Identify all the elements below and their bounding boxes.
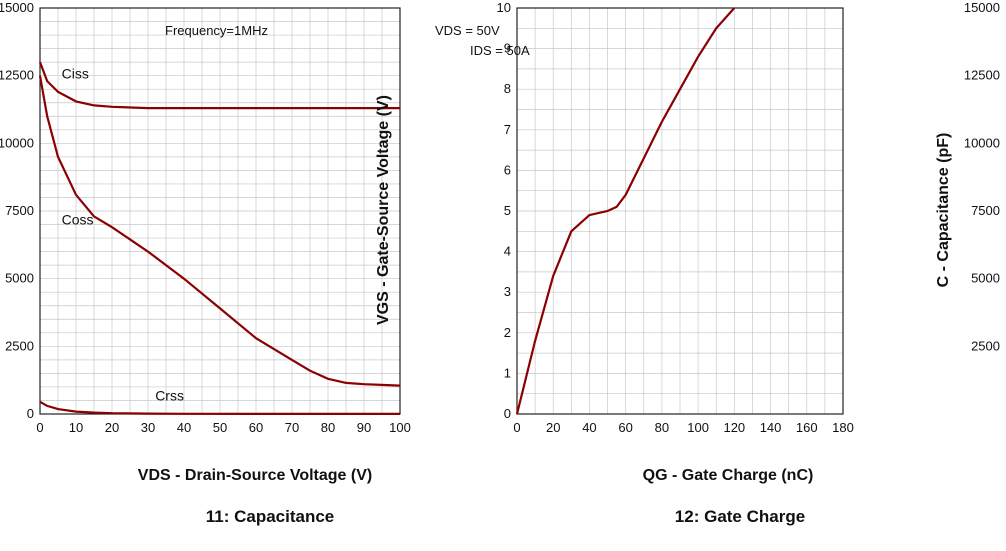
y-tick-label: 10000 — [0, 135, 34, 150]
y-tick-label: 3 — [504, 284, 511, 299]
capacitance-chart: 0 2500 5000 7500 10000 12500 15000 0 10 20 30 40 50… — [0, 0, 411, 526]
x-tick-label: 30 — [141, 420, 155, 435]
gate-charge-grid — [516, 7, 844, 415]
y-tick-label: 7500 — [5, 203, 34, 218]
x-tick-label: 0 — [513, 420, 520, 435]
x-tick-label: 60 — [618, 420, 632, 435]
vds-annotation: VDS = 50V — [435, 23, 500, 38]
capacitance-series: Ciss Coss Crss — [38, 61, 401, 415]
right-y-tick-label: 12500 — [964, 68, 1000, 83]
gate-charge-chart: 0 1 2 3 4 5 6 7 8 9 10 0 20 40 60 80 100 120 140 160 180 VD… — [375, 0, 854, 526]
capacitance-y-axis-title: C - Capacitance (pF) — [935, 133, 952, 288]
x-tick-label: 70 — [285, 420, 299, 435]
right-y-tick-label: 5000 — [971, 271, 1000, 286]
y-tick-label: 2 — [504, 325, 511, 340]
series-label-ciss: Ciss — [62, 65, 89, 81]
capacitance-y-tick-labels: 0 2500 5000 7500 10000 12500 15000 — [0, 0, 34, 421]
x-tick-label: 40 — [582, 420, 596, 435]
y-tick-label: 2500 — [5, 338, 34, 353]
y-tick-label: 4 — [504, 244, 511, 259]
x-tick-label: 80 — [321, 420, 335, 435]
x-tick-label: 120 — [723, 420, 745, 435]
x-tick-label: 50 — [213, 420, 227, 435]
gate-charge-x-axis-title: QG - Gate Charge (nC) — [643, 467, 814, 484]
x-tick-label: 160 — [796, 420, 818, 435]
right-y-tick-label: 2500 — [971, 338, 1000, 353]
y-tick-label: 9 — [504, 41, 511, 56]
y-tick-label: 5000 — [5, 271, 34, 286]
right-y-tick-label: 10000 — [964, 135, 1000, 150]
x-tick-label: 10 — [69, 420, 83, 435]
gate-charge-caption: 12: Gate Charge — [675, 507, 805, 526]
x-tick-label: 20 — [546, 420, 560, 435]
y-tick-label: 15000 — [0, 0, 34, 15]
y-tick-label: 1 — [504, 365, 511, 380]
gate-charge-series — [515, 7, 736, 415]
frequency-annotation: Frequency=1MHz — [165, 23, 268, 38]
y-tick-label: 12500 — [0, 68, 34, 83]
series-line-coss — [38, 75, 401, 387]
y-tick-label: 7 — [504, 122, 511, 137]
capacitance-caption: 11: Capacitance — [206, 507, 335, 526]
series-line-vgs — [515, 7, 736, 415]
x-tick-label: 40 — [177, 420, 191, 435]
y-tick-label: 10 — [497, 0, 511, 15]
capacitance-x-tick-labels: 0 10 20 30 40 50 60 70 80 90 100 — [36, 420, 410, 435]
x-tick-label: 100 — [687, 420, 709, 435]
y-tick-label: 8 — [504, 81, 511, 96]
right-y-tick-label: 7500 — [971, 203, 1000, 218]
gate-charge-plot-frame — [516, 7, 844, 415]
x-tick-label: 20 — [105, 420, 119, 435]
x-tick-label: 90 — [357, 420, 371, 435]
x-tick-label: 80 — [655, 420, 669, 435]
capacitance-grid — [39, 7, 401, 415]
right-y-tick-label: 15000 — [964, 0, 1000, 15]
y-tick-label: 0 — [504, 406, 511, 421]
ids-annotation: IDS = 50A — [470, 43, 530, 58]
gate-charge-y-axis-title: VGS - Gate-Source Voltage (V) — [375, 95, 392, 325]
y-tick-label: 6 — [504, 162, 511, 177]
x-tick-label: 60 — [249, 420, 263, 435]
gate-charge-x-tick-labels: 0 20 40 60 80 100 120 140 160 180 — [513, 420, 853, 435]
series-label-crss: Crss — [155, 387, 184, 403]
y-tick-label: 0 — [27, 406, 34, 421]
capacitance-x-axis-title: VDS - Drain-Source Voltage (V) — [138, 467, 372, 484]
y-tick-label: 5 — [504, 203, 511, 218]
series-line-crss — [39, 400, 400, 415]
x-tick-label: 0 — [36, 420, 43, 435]
gate-charge-y-tick-labels: 0 1 2 3 4 5 6 7 8 9 10 — [497, 0, 511, 421]
x-tick-label: 140 — [760, 420, 782, 435]
x-tick-label: 180 — [832, 420, 854, 435]
x-tick-label: 100 — [389, 420, 411, 435]
series-label-coss: Coss — [62, 212, 94, 228]
series-line-ciss — [38, 61, 400, 110]
capacitance-right-y-tick-labels: 2500 5000 7500 10000 12500 15000 — [964, 0, 1000, 353]
